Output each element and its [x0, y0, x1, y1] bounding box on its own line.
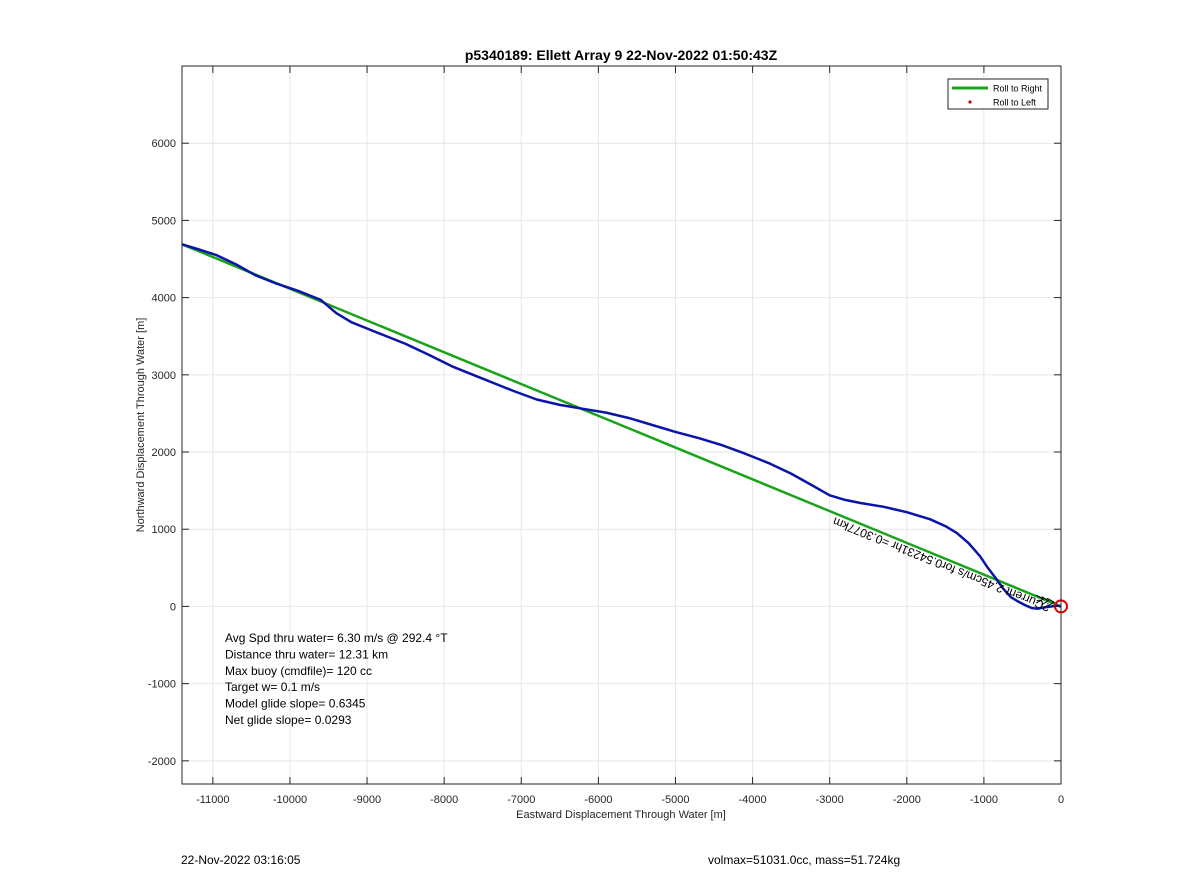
series-roll-to-right-line — [181, 243, 1062, 608]
legend-box — [947, 78, 1049, 110]
x-tick-label: -8000 — [430, 794, 458, 806]
stats-box: Avg Spd thru water= 6.30 m/s @ 292.4 °T D… — [225, 631, 448, 727]
x-tick-label: -10000 — [273, 794, 307, 806]
chart-title: p5340189: Ellett Array 9 22-Nov-2022 01:… — [465, 47, 778, 63]
stat-line: Net glide slope= 0.0293 — [225, 713, 352, 727]
x-tick-label: -4000 — [739, 794, 767, 806]
plot-frame — [181, 65, 1062, 785]
legend-label: Roll to Left — [993, 98, 1037, 108]
x-axis-label: Eastward Displacement Through Water [m] — [516, 809, 726, 821]
x-tick-label: -5000 — [661, 794, 689, 806]
stat-line: Avg Spd thru water= 6.30 m/s @ 292.4 °T — [225, 631, 448, 645]
x-tick-label: -9000 — [353, 794, 381, 806]
x-tick-label: -1000 — [970, 794, 998, 806]
stat-line: Distance thru water= 12.31 km — [225, 647, 388, 661]
y-tick-label: 0 — [170, 601, 176, 613]
y-tick-label: 6000 — [152, 138, 176, 150]
y-tick-label: 3000 — [152, 370, 176, 382]
x-tick-label: -11000 — [196, 794, 229, 806]
y-tick-label: -2000 — [148, 756, 176, 768]
legend-swatch-dot — [968, 100, 972, 104]
y-tick-label: -1000 — [148, 679, 176, 691]
x-tick-label: -3000 — [816, 794, 844, 806]
legend: Roll to Right Roll to Left — [947, 78, 1049, 110]
current-arrow — [1041, 596, 1050, 606]
y-axis-label: Northward Displacement Through Water [m] — [135, 318, 147, 533]
stat-line: Max buoy (cmdfile)= 120 cc — [225, 664, 372, 678]
current-arrow — [1046, 597, 1056, 607]
footer-timestamp: 22-Nov-2022 03:16:05 — [181, 853, 301, 867]
footer-vessel-info: volmax=51031.0cc, mass=51.724kg — [708, 853, 901, 867]
y-tick-label: 5000 — [152, 215, 176, 227]
y-tick-label: 2000 — [152, 447, 176, 459]
x-tick-label: -2000 — [893, 794, 921, 806]
y-tick-label: 4000 — [152, 293, 176, 305]
current-arrow — [1036, 594, 1045, 604]
legend-label: Roll to Right — [993, 84, 1043, 94]
ticks: -11000 -10000 -9000 -8000 -7000 -6000 -5000 -40… — [148, 66, 1064, 806]
x-tick-label: 0 — [1058, 794, 1064, 806]
x-tick-label: -6000 — [584, 794, 612, 806]
stat-line: Target w= 0.1 m/s — [225, 680, 320, 694]
y-tick-label: 1000 — [152, 524, 176, 536]
series-track-line — [181, 243, 1062, 610]
x-tick-label: -7000 — [507, 794, 535, 806]
stat-line: Model glide slope= 0.6345 — [225, 697, 366, 711]
